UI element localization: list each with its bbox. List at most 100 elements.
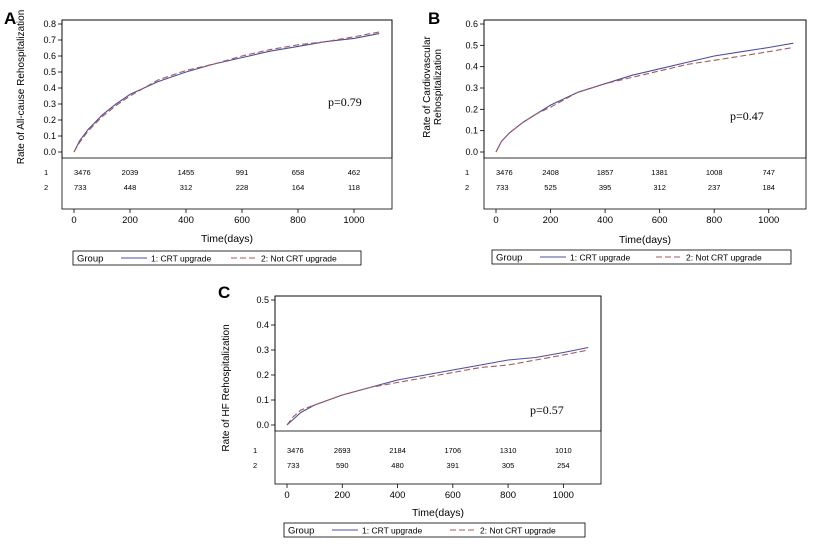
x-tick-label: 0 — [71, 215, 76, 226]
y-tick-label: 0.6 — [465, 19, 478, 29]
risk-count: 733 — [496, 183, 509, 192]
risk-count: 2039 — [122, 168, 139, 177]
risk-count: 1310 — [500, 446, 517, 455]
series-line-2 — [286, 349, 589, 426]
x-tick-label: 200 — [543, 215, 559, 226]
risk-row-label: 1 — [465, 168, 469, 177]
risk-count: 991 — [236, 168, 249, 177]
plot-frame — [483, 19, 807, 159]
y-axis-label: Rate of All-cause Rehospitalization — [16, 10, 27, 165]
p-value-annotation: p=0.57 — [530, 403, 564, 417]
legend-label-2: 2: Not CRT upgrade — [686, 253, 762, 263]
y-tick-label: 0.1 — [256, 395, 269, 405]
risk-count: 305 — [502, 461, 515, 470]
risk-count: 1455 — [178, 168, 195, 177]
outer-frame — [274, 295, 602, 485]
risk-row-label: 2 — [253, 461, 257, 470]
p-value-annotation: p=0.79 — [328, 95, 362, 109]
legend: Group 1: CRT upgrade 2: Not CRT upgrade — [283, 522, 586, 538]
x-tick-label: 1000 — [343, 215, 364, 226]
risk-count: 733 — [287, 461, 300, 470]
risk-row-label: 1 — [44, 168, 48, 177]
series-line-2 — [73, 31, 380, 153]
risk-count: 2184 — [389, 446, 406, 455]
x-tick-label: 800 — [290, 215, 306, 226]
risk-count: 733 — [74, 183, 87, 192]
risk-count: 254 — [557, 461, 570, 470]
risk-count: 2408 — [542, 168, 559, 177]
x-tick-label: 0 — [284, 490, 289, 501]
risk-row-label: 2 — [465, 183, 469, 192]
x-tick-label: 800 — [706, 215, 722, 226]
risk-count: 1010 — [555, 446, 572, 455]
risk-count: 1857 — [597, 168, 614, 177]
series-line-1 — [73, 33, 380, 153]
x-tick-label: 200 — [334, 490, 350, 501]
legend-box — [72, 250, 362, 266]
x-tick-label: 800 — [500, 490, 516, 501]
x-tick-label: 200 — [122, 215, 138, 226]
risk-count: 395 — [599, 183, 612, 192]
series-line-1 — [495, 42, 794, 153]
x-tick-label: 600 — [234, 215, 250, 226]
risk-count: 525 — [544, 183, 557, 192]
risk-count: 747 — [762, 168, 775, 177]
risk-row-label: 1 — [253, 446, 257, 455]
legend-label-2: 2: Not CRT upgrade — [480, 526, 556, 536]
y-tick-label: 0.5 — [43, 67, 56, 77]
risk-count: 1008 — [706, 168, 723, 177]
y-tick-label: 0.1 — [43, 131, 56, 141]
legend: Group 1: CRT upgrade 2: Not CRT upgrade — [491, 249, 792, 265]
panel-b: B 0.0 0.1 0.2 0.3 0.4 0.5 0.6 0 200 400 600 800 1000 T… — [422, 9, 807, 265]
legend: Group 1: CRT upgrade 2: Not CRT upgrade — [72, 250, 362, 266]
x-tick-label: 400 — [597, 215, 613, 226]
legend-label-1: 1: CRT upgrade — [151, 254, 211, 264]
y-axis-label-line: Rate of Cardiovascular — [422, 35, 433, 137]
y-tick-label: 0.2 — [256, 370, 269, 380]
y-tick-label: 0.3 — [43, 99, 56, 109]
risk-count: 3476 — [287, 446, 304, 455]
y-tick-label: 0.3 — [465, 83, 478, 93]
outer-frame — [61, 19, 393, 210]
y-axis-label: Rate of HF Rehospitalization — [221, 324, 232, 451]
risk-count: 2693 — [334, 446, 351, 455]
x-tick-label: 400 — [178, 215, 194, 226]
risk-count: 658 — [292, 168, 305, 177]
y-tick-label: 0.3 — [256, 345, 269, 355]
risk-row-label: 2 — [44, 183, 48, 192]
legend-label-1: 1: CRT upgrade — [362, 526, 422, 536]
y-tick-label: 0.0 — [256, 420, 269, 430]
outer-frame — [483, 19, 807, 210]
risk-count: 312 — [180, 183, 193, 192]
risk-count: 3476 — [74, 168, 91, 177]
series-line-1 — [286, 346, 589, 426]
risk-count: 164 — [292, 183, 305, 192]
risk-count: 391 — [447, 461, 460, 470]
plot-frame — [61, 19, 393, 159]
y-tick-label: 0.6 — [43, 51, 56, 61]
x-tick-label: 1000 — [758, 215, 779, 226]
x-tick-label: 400 — [390, 490, 406, 501]
x-tick-label: 1000 — [553, 490, 574, 501]
y-axis-label: Rate of CardiovascularRehospitalization — [422, 35, 444, 137]
y-tick-label: 0.0 — [43, 147, 56, 157]
y-tick-label: 0.5 — [256, 295, 269, 305]
x-axis-label: Time(days) — [201, 233, 253, 245]
y-tick-label: 0.2 — [43, 115, 56, 125]
legend-box — [491, 249, 792, 265]
legend-title: Group — [288, 526, 314, 537]
y-tick-label: 0.8 — [43, 19, 56, 29]
x-axis-label: Time(days) — [412, 507, 464, 519]
risk-count: 590 — [336, 461, 349, 470]
x-axis-label: Time(days) — [619, 234, 671, 246]
panel-c: C 0.0 0.1 0.2 0.3 0.4 0.5 0 200 400 600 800 1000 Time… — [218, 283, 602, 538]
y-axis-label-line: Rehospitalization — [433, 49, 444, 125]
y-tick-label: 0.2 — [465, 104, 478, 114]
risk-count: 184 — [762, 183, 775, 192]
series-line-2 — [495, 46, 794, 153]
panel-letter: A — [4, 9, 16, 28]
x-tick-label: 600 — [445, 490, 461, 501]
panel-letter: B — [428, 9, 440, 28]
